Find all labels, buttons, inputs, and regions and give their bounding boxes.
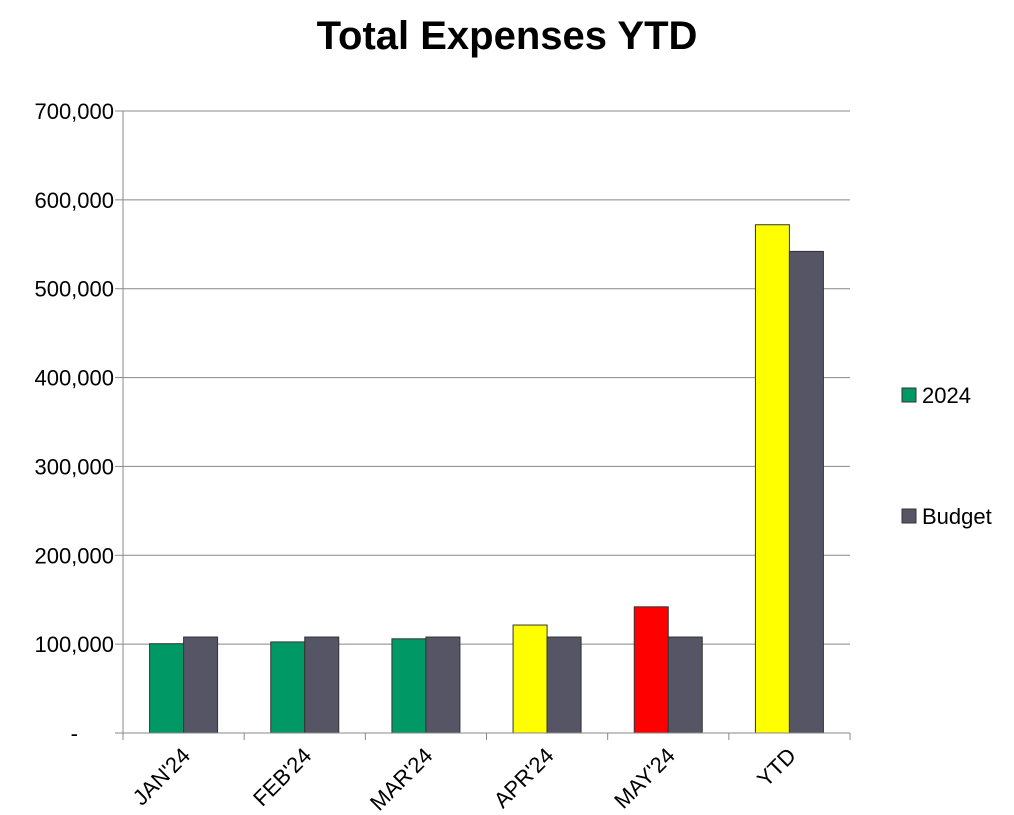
y-tick-label: 600,000 [34,188,114,213]
y-tick-label: 100,000 [34,632,114,657]
legend-label-budget: Budget [922,504,992,529]
bar-2024-4 [633,606,669,734]
bar-budget-0 [183,636,219,734]
x-tick-label: YTD [752,743,801,792]
chart-title: Total Expenses YTD [316,14,698,58]
y-tick-label: 400,000 [34,366,114,391]
bar-budget-5 [788,250,824,734]
x-tick-label: MAR'24 [365,743,438,815]
bar-2024-0 [149,643,185,734]
bar-2024-5 [754,224,790,734]
gridlines [123,110,850,645]
axes [122,111,850,734]
y-tick-label: 700,000 [34,99,114,124]
legend-label-2024: 2024 [922,383,971,408]
legend-swatch-2024 [901,387,917,403]
bar-budget-4 [667,636,703,734]
x-tick-label: MAY'24 [609,743,680,814]
y-axis-ticks: - 100,000 200,000 300,000 400,000 500,000 600,… [34,99,123,746]
y-tick-label: 500,000 [34,277,114,302]
x-tick-label: FEB'24 [248,743,316,811]
legend: 2024 Budget [901,383,992,529]
bars [149,224,824,734]
bar-budget-3 [546,636,582,734]
bar-2024-3 [512,624,548,734]
y-tick-label: 300,000 [34,454,114,479]
x-axis-ticks: JAN'24 FEB'24 MAR'24 APR'24 MAY'24 YTD [122,733,851,815]
bar-2024-1 [270,641,306,734]
bar-budget-1 [304,636,340,734]
bar-2024-2 [391,638,427,734]
legend-swatch-budget [901,508,917,524]
bar-budget-2 [425,636,461,734]
y-tick-label: 200,000 [34,543,114,568]
x-tick-label: APR'24 [489,743,559,813]
x-tick-label: JAN'24 [128,743,195,810]
y-tick-label: - [71,721,78,746]
